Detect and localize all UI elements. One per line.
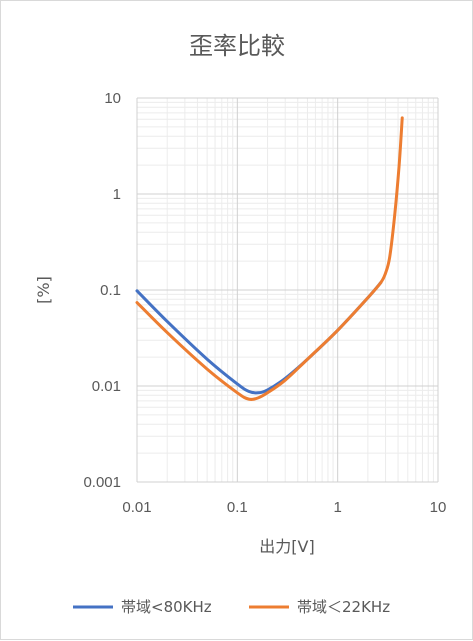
- legend: 帯域<80KHz 帯域＜22KHz: [73, 598, 390, 616]
- series-layer: [135, 116, 404, 401]
- series-line-1: [135, 116, 404, 401]
- legend-label-80khz: 帯域<80KHz: [121, 598, 212, 616]
- y-tick-label: 10: [104, 90, 121, 107]
- chart-title: 歪率比較: [189, 32, 285, 60]
- x-tick-label: 10: [430, 499, 447, 516]
- x-tick-label: 0.1: [227, 499, 248, 516]
- y-axis-label: [%]: [34, 276, 53, 304]
- y-tick-label: 1: [113, 186, 121, 203]
- x-tick-label: 1: [333, 499, 341, 516]
- y-tick-label: 0.01: [92, 378, 121, 395]
- y-tick-label: 0.1: [100, 282, 121, 299]
- x-tick-label: 0.01: [122, 499, 151, 516]
- y-tick-labels: 0.001 0.01 0.1 1 10: [83, 90, 121, 491]
- y-tick-label: 0.001: [83, 474, 121, 491]
- x-tick-labels: 0.01 0.1 1 10: [122, 499, 446, 516]
- legend-label-22khz: 帯域＜22KHz: [297, 598, 390, 616]
- x-axis-label: 出力[V]: [259, 537, 314, 556]
